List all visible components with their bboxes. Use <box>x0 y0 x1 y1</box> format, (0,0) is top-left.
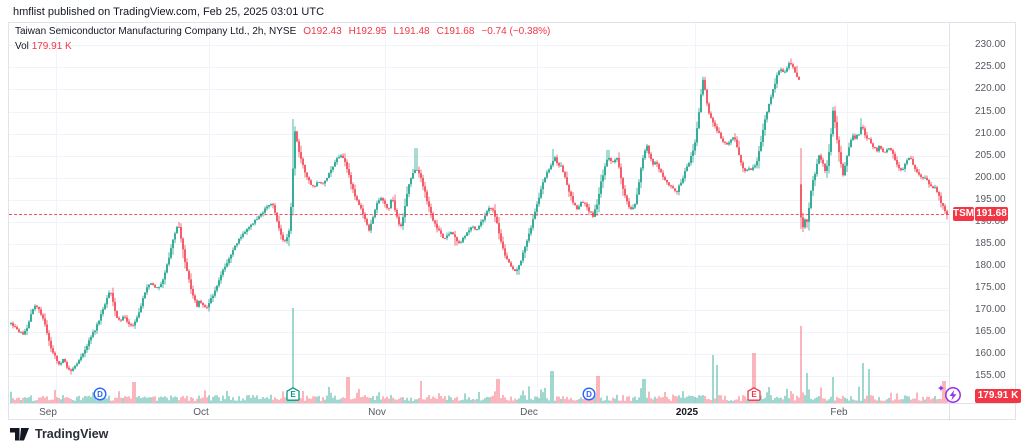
last-price-line <box>9 214 949 216</box>
price-pane[interactable]: Taiwan Semiconductor Manufacturing Compa… <box>9 23 949 403</box>
legend-ohlc-item: C191.68 <box>436 26 475 37</box>
price-tick-label: 180.00 <box>975 260 1006 271</box>
legend-ohlc-item: O192.43 <box>303 26 342 37</box>
price-tick-label: 165.00 <box>975 326 1006 338</box>
price-tick-label: 185.00 <box>975 237 1006 249</box>
tradingview-logo-icon[interactable] <box>10 427 29 441</box>
time-tick-label: Feb <box>830 407 848 418</box>
attribution-text: hmflist published on TradingView.com, Fe… <box>13 6 325 18</box>
price-tick-label: 195.00 <box>975 193 1006 205</box>
svg-text:D: D <box>586 390 592 399</box>
footer: TradingView <box>10 427 108 441</box>
svg-text:E: E <box>290 390 296 399</box>
svg-text:D: D <box>97 390 103 399</box>
price-tick-label: 190.00 <box>975 215 1006 227</box>
legend-change: −0.74 (−0.38%) <box>481 26 551 37</box>
price-tick-label: 200.00 <box>975 171 1006 183</box>
time-tick-label: Nov <box>368 407 386 418</box>
time-tick-label: Oct <box>193 407 209 418</box>
price-tick-label: 215.00 <box>975 105 1006 117</box>
price-tick-label: 175.00 <box>975 282 1006 293</box>
time-tick-label: 2025 <box>675 407 699 418</box>
price-tick-label: 155.00 <box>975 370 1006 382</box>
price-tick-label: 220.00 <box>975 83 1006 95</box>
earnings-marker[interactable]: E <box>286 387 300 401</box>
volume-axis-badge: 179.91 K <box>975 389 1021 403</box>
price-tick-label: 230.00 <box>975 39 1006 51</box>
chart-container: Taiwan Semiconductor Manufacturing Compa… <box>8 22 1021 421</box>
dividend-marker[interactable]: D <box>582 387 596 401</box>
time-tick-label: Dec <box>520 407 538 418</box>
price-tick-label: 160.00 <box>975 348 1006 360</box>
time-tick-label: Sep <box>39 407 57 418</box>
price-axis-divider <box>949 23 950 421</box>
flash-boost-icon[interactable] <box>934 381 964 407</box>
legend-ohlc-item: L191.48 <box>393 26 430 37</box>
price-tick-label: 170.00 <box>975 304 1006 316</box>
last-price-symbol-badge: TSM <box>953 207 975 222</box>
legend-ohlc-item: H192.95 <box>348 26 387 37</box>
price-tick-label: 225.00 <box>975 61 1006 73</box>
price-tick-label: 205.00 <box>975 149 1006 161</box>
time-axis-divider <box>9 403 1017 404</box>
legend[interactable]: Taiwan Semiconductor Manufacturing Compa… <box>15 26 550 52</box>
volume-row-label[interactable]: Vol <box>15 41 29 52</box>
candlestick-volume-canvas[interactable] <box>9 23 949 403</box>
earnings-marker[interactable]: E <box>747 387 761 401</box>
volume-row-value: 179.91 K <box>31 41 72 52</box>
tradingview-brand-text[interactable]: TradingView <box>35 427 109 441</box>
svg-text:E: E <box>751 390 757 399</box>
dividend-marker[interactable]: D <box>93 387 107 401</box>
last-price-badge: 191.68 <box>975 207 1008 222</box>
legend-ohlc: O192.43 H192.95 L191.48 C191.68 <box>296 26 474 37</box>
price-tick-label: 210.00 <box>975 127 1006 139</box>
symbol-title[interactable]: Taiwan Semiconductor Manufacturing Compa… <box>15 26 297 37</box>
